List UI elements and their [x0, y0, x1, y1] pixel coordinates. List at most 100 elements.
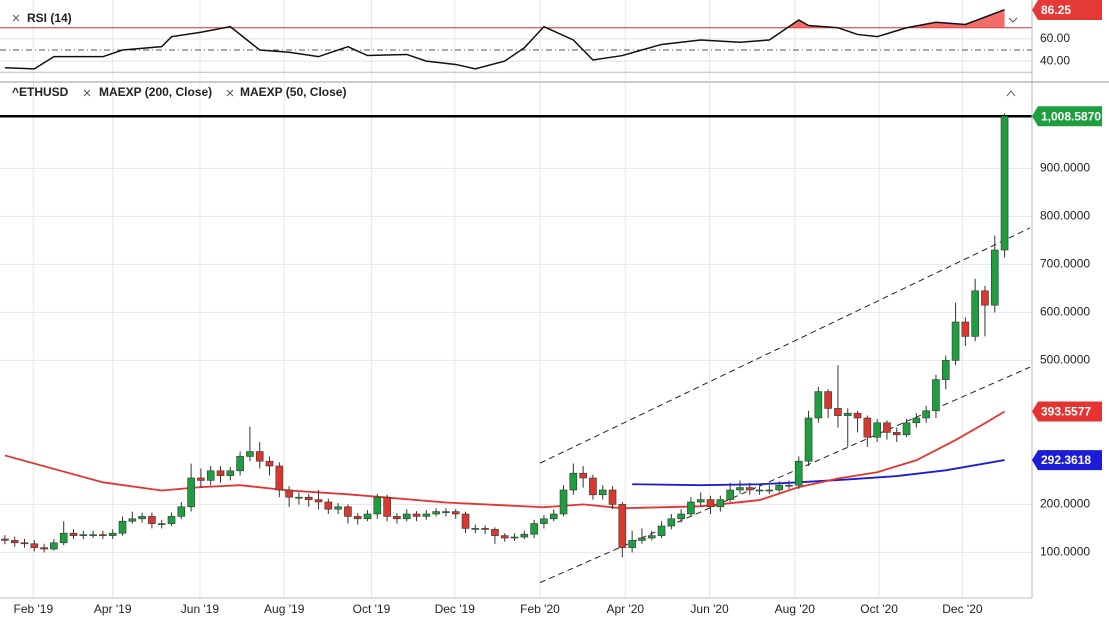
- candle-body: [608, 489, 617, 505]
- y-tick-label: 100.0000: [1040, 545, 1090, 559]
- candle-body: [432, 511, 440, 515]
- x-tick-label: Apr '19: [94, 602, 132, 616]
- axis-labels: 40.00 60.00 86.25 Feb '19 Apr '19 Jun '19 Aug …: [13, 0, 1102, 616]
- candle-body: [628, 540, 636, 548]
- candle-body: [540, 518, 548, 524]
- candle-body: [598, 489, 607, 496]
- candle-body: [657, 525, 666, 536]
- close-icon[interactable]: [83, 89, 91, 97]
- candle-body: [206, 470, 215, 481]
- candle-body: [79, 534, 88, 536]
- candle-body: [530, 523, 538, 535]
- candle-body: [961, 321, 970, 337]
- candle-body: [422, 513, 431, 517]
- x-tick-label: Oct '20: [860, 602, 898, 616]
- candle-body: [794, 460, 803, 486]
- candle-body: [736, 487, 744, 491]
- candle-body: [726, 489, 734, 500]
- candle-body: [118, 520, 127, 534]
- candle-body: [873, 422, 881, 438]
- y-tick-label: 60.00: [1040, 31, 1070, 45]
- candle-body: [647, 535, 656, 539]
- candle-body: [481, 528, 489, 530]
- candle-body: [226, 470, 235, 476]
- candle-body: [344, 506, 352, 517]
- y-tick-label: 200.0000: [1040, 497, 1090, 511]
- ma200-legend: MAEXP (200, Close): [99, 85, 212, 99]
- candle-body: [716, 499, 725, 508]
- y-tick-label: 40.00: [1040, 53, 1070, 67]
- rsi-overbought-fill: [224, 9, 1005, 28]
- candle-body: [236, 456, 244, 472]
- candle-body: [20, 542, 29, 545]
- rsi-line: [4, 9, 1005, 70]
- candle-body: [951, 321, 960, 361]
- candle-body: [197, 477, 205, 481]
- x-tick-label: Dec '20: [942, 602, 983, 616]
- candle-body: [755, 489, 764, 492]
- candle-body: [324, 501, 333, 510]
- x-tick-label: Aug '19: [264, 602, 305, 616]
- candle-body: [393, 516, 401, 520]
- candle-body: [706, 499, 715, 508]
- candle-body: [834, 408, 842, 416]
- price-legend: ^ETHUSD: [12, 85, 69, 99]
- candle-body: [990, 249, 999, 306]
- candle-body: [157, 523, 166, 525]
- candle-body: [108, 532, 117, 536]
- last-price-label: 1,008.5870: [1041, 109, 1101, 123]
- candle-body: [775, 484, 783, 491]
- expand-icon[interactable]: [1008, 17, 1018, 23]
- x-tick-label: Oct '19: [353, 602, 391, 616]
- candle-body: [618, 504, 627, 548]
- collapse-icon[interactable]: [1006, 90, 1016, 97]
- candle-body: [814, 391, 823, 419]
- candle-body: [314, 499, 323, 503]
- x-tick-label: Jun '19: [181, 602, 220, 616]
- candle-body: [549, 513, 558, 520]
- candle-body: [491, 529, 499, 536]
- candle-body: [246, 451, 254, 457]
- candle-body: [442, 511, 450, 513]
- moving-average-line: [4, 410, 1006, 510]
- candle-body: [981, 290, 989, 306]
- x-tick-label: Feb '19: [13, 602, 53, 616]
- candle-body: [843, 412, 852, 416]
- candle-body: [569, 472, 578, 491]
- candle-body: [902, 422, 911, 436]
- x-tick-label: Dec '19: [435, 602, 476, 616]
- marks: [0, 9, 1032, 584]
- rsi-last-label-box: [1032, 0, 1102, 20]
- ma-last-label: 292.3618: [1041, 453, 1091, 467]
- candle-body: [148, 516, 156, 524]
- candle-body: [745, 487, 754, 491]
- candle-body: [187, 477, 195, 508]
- candle-body: [804, 417, 813, 462]
- candle-body: [177, 506, 186, 517]
- candle-body: [128, 518, 137, 522]
- candle-body: [89, 534, 97, 536]
- candle-body: [1, 538, 9, 541]
- candle-body: [589, 477, 597, 496]
- candle-body: [265, 460, 274, 467]
- candle-body: [471, 528, 480, 530]
- close-icon[interactable]: [226, 89, 234, 97]
- candle-body: [285, 489, 293, 498]
- candle-body: [59, 532, 68, 544]
- last-price-label-box: [1032, 106, 1102, 127]
- candle-body: [40, 547, 48, 550]
- x-tick-label: Jun '20: [690, 602, 729, 616]
- x-tick-label: Feb '20: [520, 602, 560, 616]
- y-tick-label: 700.0000: [1040, 257, 1090, 271]
- close-icon[interactable]: [12, 14, 20, 22]
- candle-body: [383, 496, 391, 517]
- candle-body: [912, 417, 921, 424]
- candle-body: [363, 513, 372, 520]
- ma-last-label-box: [1032, 401, 1102, 422]
- ma-last-label-box: [1032, 450, 1102, 471]
- candle-body: [687, 501, 695, 515]
- candle-body: [451, 511, 460, 515]
- candle-body: [1000, 115, 1009, 251]
- candle-body: [353, 516, 362, 520]
